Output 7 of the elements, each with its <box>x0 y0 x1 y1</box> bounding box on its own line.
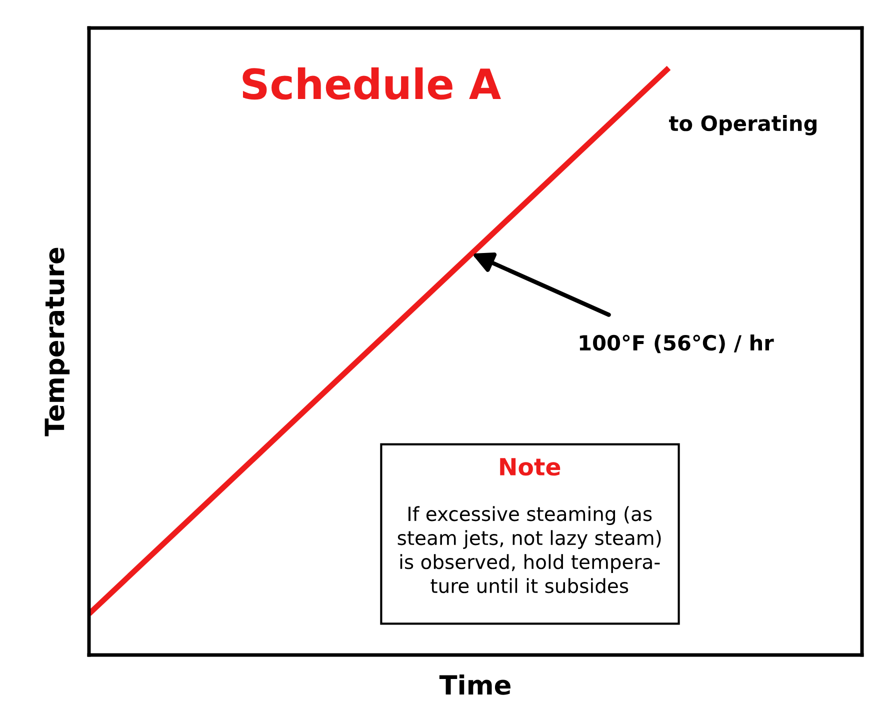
annotation: 100°F (56°C) / hr <box>580 334 774 354</box>
annotation: to Operating <box>669 115 816 136</box>
annotation: Note <box>500 458 560 476</box>
y-axis-title: Temperature <box>44 248 70 436</box>
annotation: If excessive steaming (as steam jets, not lazy steam) is observed, hold tempera- ture until it subsides <box>398 506 661 594</box>
chart-title: Schedule A <box>242 67 501 100</box>
x-axis-title: Time <box>439 674 510 695</box>
